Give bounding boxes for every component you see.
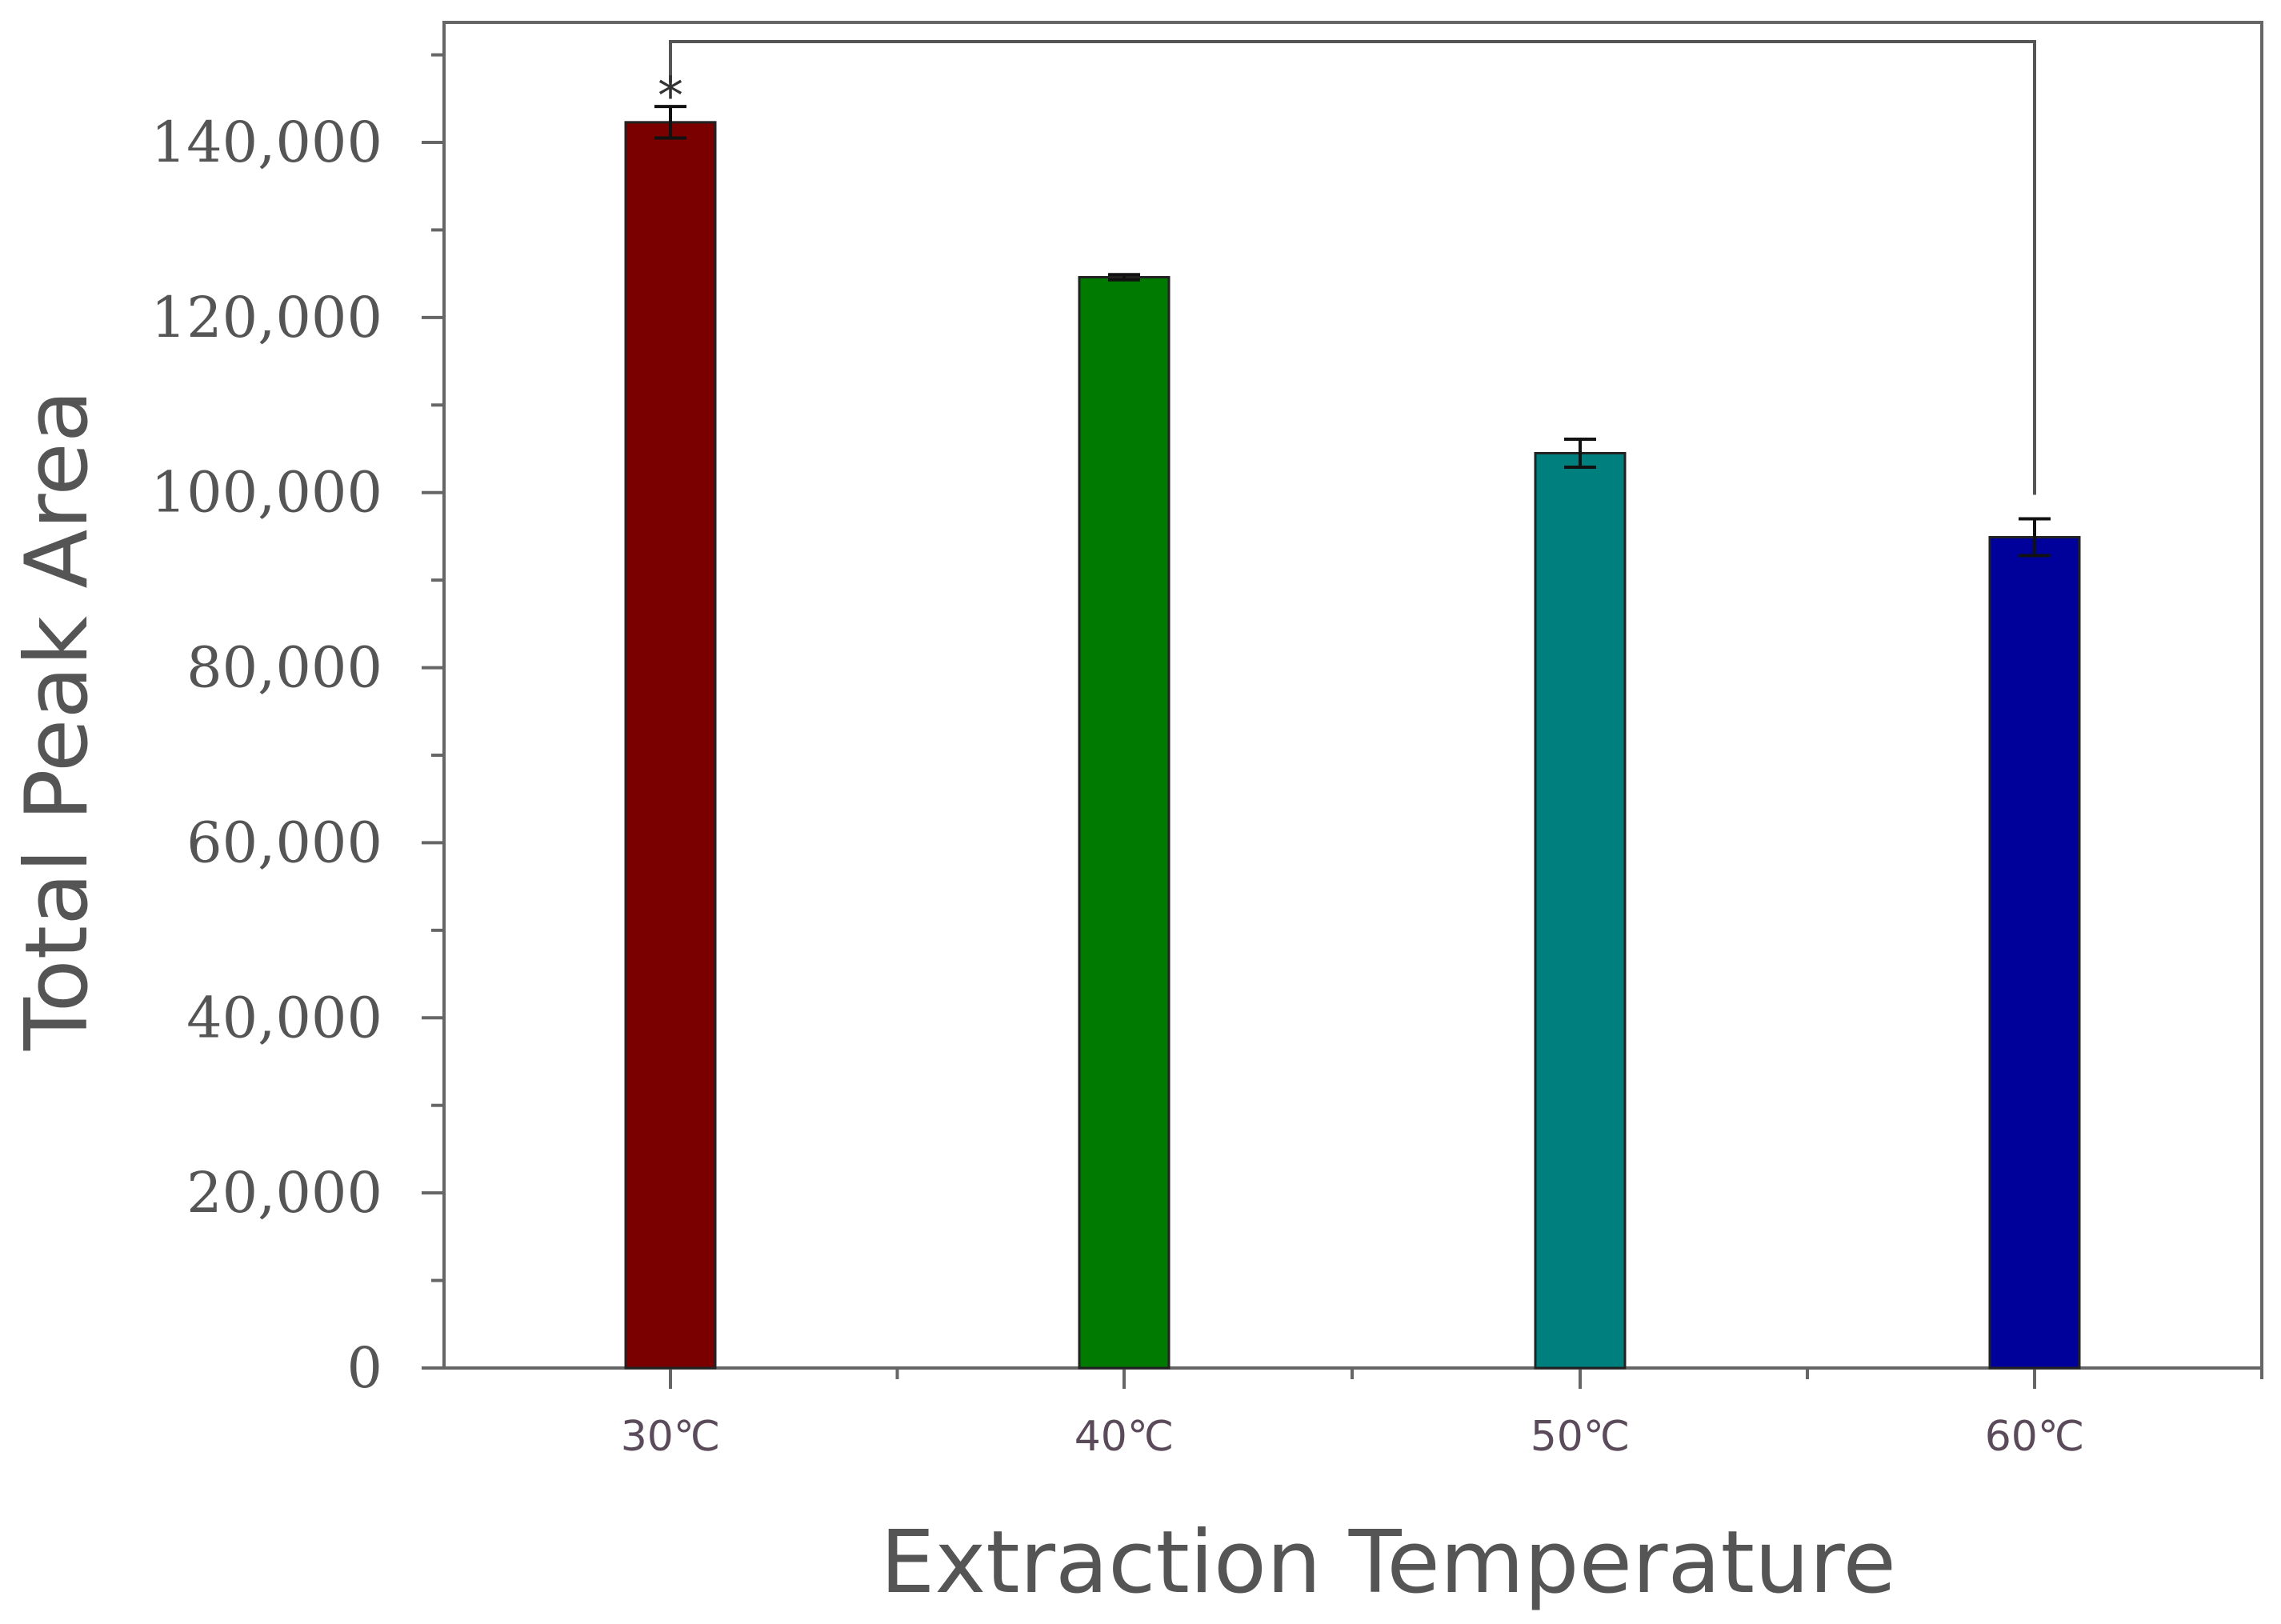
y-tick-label: 80,000 [186, 635, 382, 701]
y-tick-label: 40,000 [186, 985, 382, 1050]
y-tick-label: 60,000 [186, 810, 382, 875]
x-tick-label: 40℃ [1074, 1413, 1175, 1461]
y-tick-label: 20,000 [186, 1160, 382, 1226]
x-tick-label: 50℃ [1531, 1413, 1631, 1461]
x-axis-title: Extraction Temperature [880, 1513, 1896, 1613]
y-tick-label: 100,000 [151, 460, 382, 526]
bar-1 [1078, 276, 1171, 1370]
x-tick-labels: 30℃ 40℃ 50℃ 60℃ [621, 1413, 2085, 1461]
x-tick-label: 60℃ [1985, 1413, 2085, 1461]
significance-star: * [658, 67, 683, 126]
x-tick-label: 30℃ [621, 1413, 721, 1461]
bar-2 [1534, 451, 1627, 1370]
significance-bracket: * [658, 40, 2036, 495]
error-bar-2 [1564, 437, 1596, 469]
y-tick-label: 140,000 [151, 110, 382, 175]
bar-0 [624, 121, 717, 1370]
bar-3 [1988, 536, 2081, 1370]
error-bars [654, 105, 2051, 558]
axis-ticks [422, 53, 2263, 1389]
y-axis-title: Total Peak Area [7, 390, 107, 1051]
bracket-line [669, 40, 2036, 495]
error-bar-1 [1108, 273, 1140, 282]
error-bar-3 [2019, 517, 2051, 558]
y-tick-label: 0 [346, 1335, 382, 1401]
y-tick-label: 120,000 [151, 285, 382, 350]
y-tick-labels: 0 20,000 40,000 60,000 80,000 100,000 120,000 1… [151, 110, 382, 1401]
bars [624, 121, 2081, 1370]
error-bar-0 [654, 105, 686, 140]
